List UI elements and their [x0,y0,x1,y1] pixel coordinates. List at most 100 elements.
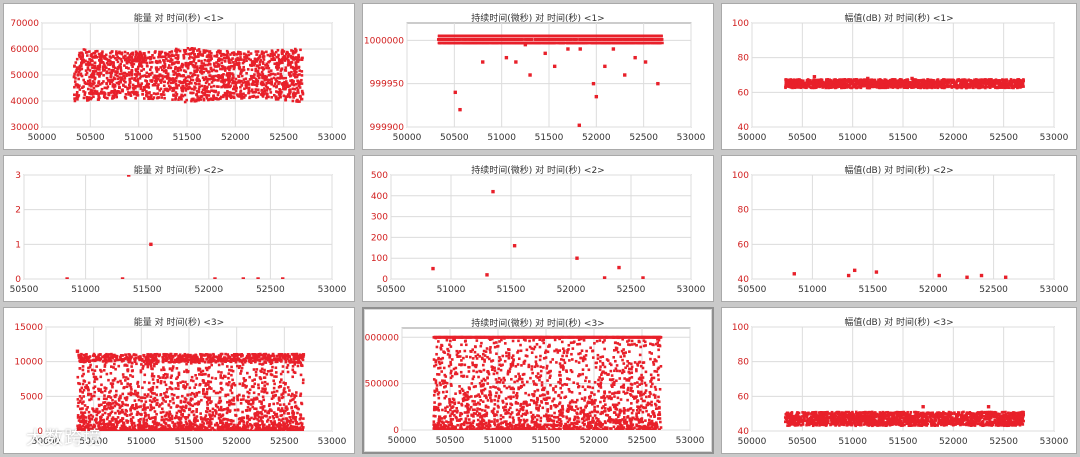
data-point [93,64,97,68]
data-point [811,80,815,83]
data-point [92,86,96,90]
data-point [284,98,287,102]
data-point [261,81,265,85]
data-point [247,83,251,86]
data-point [492,41,495,45]
chart-panel-amplitude-1[interactable]: 幅值(dB) 对 时间(秒) <1> 50000 50500 51000 51500 5… [721,3,1077,150]
data-point [189,52,192,55]
data-point [591,41,594,45]
data-point [188,55,192,58]
data-point [163,63,167,66]
data-point [653,38,656,41]
data-point [96,98,100,101]
data-point [122,84,125,87]
data-point [254,50,258,53]
data-point [227,73,231,76]
data-point [231,65,235,68]
data-point [129,91,132,95]
data-point [204,89,207,93]
data-point [625,41,629,45]
y-tick-label: 40 [738,123,750,133]
x-tick-label: 52000 [939,133,968,143]
data-point [942,78,946,81]
data-point [223,66,227,69]
data-point [140,65,144,68]
data-point [264,84,268,88]
data-point [101,65,105,68]
data-point [108,59,112,63]
data-point [88,69,92,72]
data-point [858,85,861,89]
data-point [793,85,797,89]
data-point [231,91,234,95]
data-point [275,79,279,83]
data-point [181,94,185,98]
data-point [288,95,292,99]
data-point [154,81,158,85]
data-point [133,77,137,81]
data-point [246,80,250,84]
data-point [84,59,87,63]
data-point [797,83,801,86]
data-point [560,38,563,41]
data-point [535,41,539,45]
data-point [115,81,119,85]
data-point [134,92,138,95]
data-point [294,92,298,95]
data-point [129,58,132,62]
data-point [462,41,466,45]
data-point [125,66,129,69]
data-point [99,57,102,61]
data-point [115,50,118,53]
data-point [91,55,94,59]
data-point [279,95,282,99]
data-point [286,63,290,67]
data-point [156,96,159,100]
data-point [835,82,839,86]
data-point [128,85,132,88]
data-point [205,87,209,90]
data-point [75,90,79,94]
data-point [873,83,876,86]
data-point [800,84,804,87]
data-point [598,38,601,41]
chart-panel-duration-1[interactable]: 持续时间(微秒) 对 时间(秒) <1> 50000 50500 51000 5150… [362,3,714,150]
data-point [291,92,295,96]
data-point [129,61,133,65]
chart-panel-energy-1[interactable]: 能量 对 时间(秒) <1> 50000 50500 51000 51500 52000… [3,3,355,150]
data-point [480,41,484,45]
data-point [791,81,794,85]
data-point [974,85,978,89]
data-point [197,98,200,101]
data-point [138,72,142,76]
data-point [265,62,269,66]
data-point [124,85,127,89]
data-point [163,65,167,69]
data-point [110,69,114,72]
data-point [607,41,611,45]
data-point [145,82,149,86]
data-point [967,84,971,87]
x-tick-label: 51500 [535,133,564,143]
data-point [263,74,267,78]
data-point [931,85,934,89]
data-point [904,81,907,85]
data-point [183,86,186,90]
data-point [239,56,242,59]
data-point [73,93,76,97]
data-point [283,55,287,58]
data-point [142,86,146,89]
data-point [141,58,144,61]
data-point [273,62,277,66]
data-point [86,68,90,71]
chart-title: 能量 对 时间(秒) <1> [133,14,225,24]
data-point [492,38,496,41]
data-point [132,87,136,91]
data-point [582,38,586,41]
data-point [155,76,158,80]
data-point [284,87,287,91]
data-point [229,94,233,98]
data-point [258,54,262,57]
data-point [227,58,231,61]
data-point [922,78,925,82]
